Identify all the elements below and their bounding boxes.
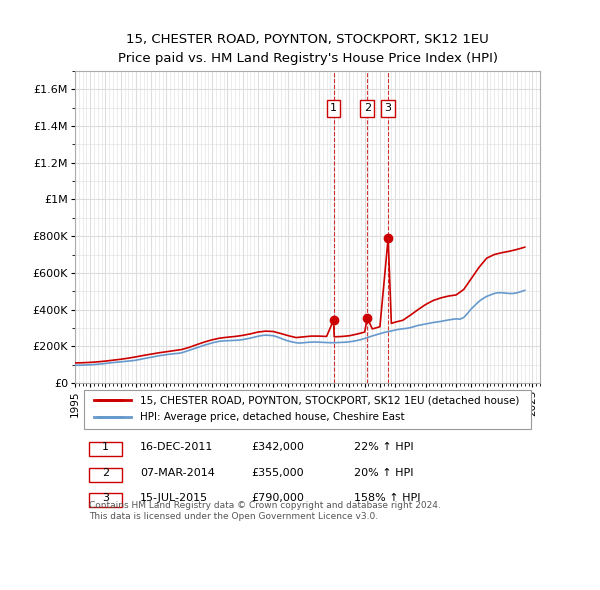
- Title: 15, CHESTER ROAD, POYNTON, STOCKPORT, SK12 1EU
Price paid vs. HM Land Registry's: 15, CHESTER ROAD, POYNTON, STOCKPORT, SK…: [118, 34, 497, 65]
- FancyBboxPatch shape: [89, 442, 121, 456]
- Text: 1: 1: [102, 442, 109, 452]
- Text: 3: 3: [102, 493, 109, 503]
- FancyBboxPatch shape: [89, 493, 121, 507]
- Text: 15, CHESTER ROAD, POYNTON, STOCKPORT, SK12 1EU (detached house): 15, CHESTER ROAD, POYNTON, STOCKPORT, SK…: [140, 395, 520, 405]
- Text: 15-JUL-2015: 15-JUL-2015: [140, 493, 208, 503]
- Text: 1: 1: [330, 103, 337, 113]
- FancyBboxPatch shape: [89, 468, 121, 482]
- Text: 07-MAR-2014: 07-MAR-2014: [140, 467, 215, 477]
- Text: HPI: Average price, detached house, Cheshire East: HPI: Average price, detached house, Ches…: [140, 412, 405, 422]
- Text: 2: 2: [364, 103, 371, 113]
- Text: £790,000: £790,000: [252, 493, 305, 503]
- Text: 22% ↑ HPI: 22% ↑ HPI: [354, 442, 413, 452]
- Text: Contains HM Land Registry data © Crown copyright and database right 2024.
This d: Contains HM Land Registry data © Crown c…: [89, 502, 440, 521]
- Text: £355,000: £355,000: [252, 467, 304, 477]
- Text: 20% ↑ HPI: 20% ↑ HPI: [354, 467, 413, 477]
- Text: 16-DEC-2011: 16-DEC-2011: [140, 442, 214, 452]
- Text: 3: 3: [385, 103, 392, 113]
- Text: 2: 2: [101, 467, 109, 477]
- FancyBboxPatch shape: [84, 390, 531, 428]
- Text: 158% ↑ HPI: 158% ↑ HPI: [354, 493, 421, 503]
- Text: £342,000: £342,000: [252, 442, 305, 452]
